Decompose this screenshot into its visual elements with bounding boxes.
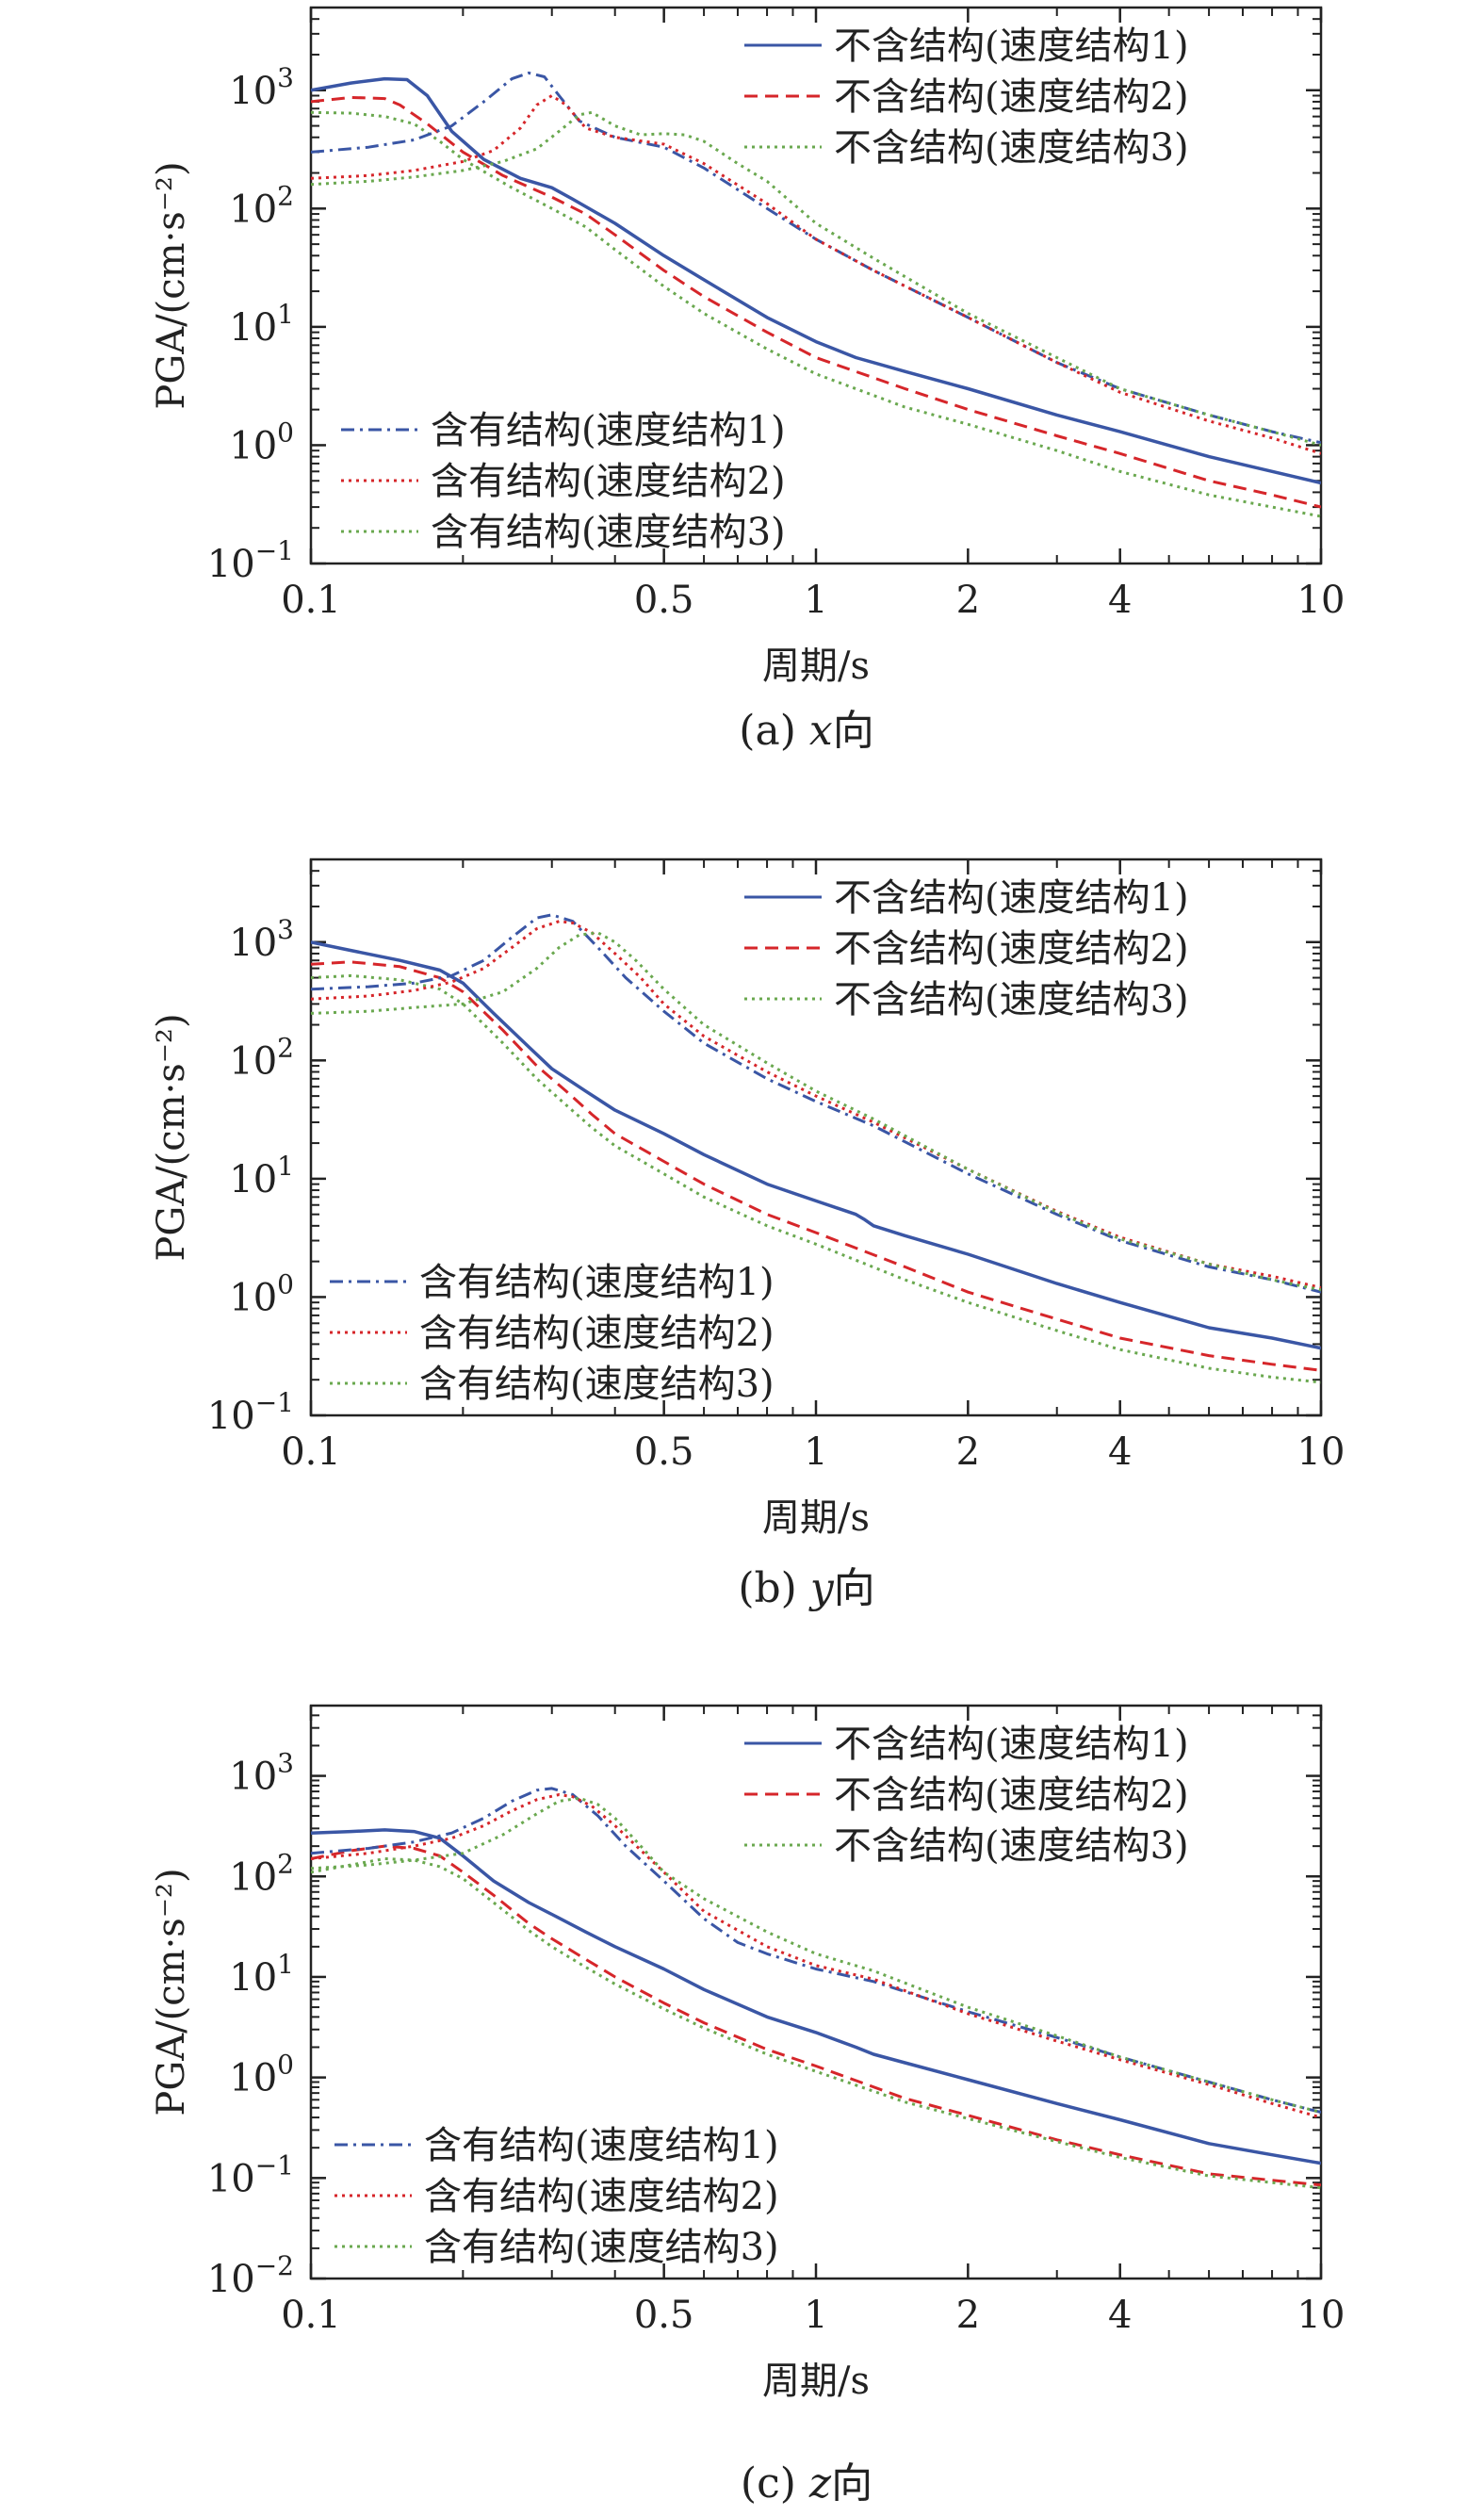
legend-label: 含有结构(速度结构3) — [424, 2226, 779, 2269]
y-tick-label: 100 — [229, 1268, 294, 1319]
series-line-5 — [311, 110, 1321, 447]
series-group — [311, 71, 1321, 518]
legend-label: 不含结构(速度结构2) — [834, 927, 1189, 971]
y-axis-label: PGA/(cm·s⁻²) — [150, 1868, 193, 2116]
series-line-1 — [311, 960, 1321, 1372]
y-tick-label: 102 — [229, 180, 294, 231]
series-line-2 — [311, 973, 1321, 1384]
legend-label: 含有结构(速度结构1) — [424, 2124, 779, 2167]
series-line-5 — [311, 931, 1321, 1292]
y-axis-label: PGA/(cm·s⁻²) — [150, 1013, 193, 1261]
x-tick-label: 10 — [1297, 1430, 1345, 1474]
x-tick-label: 1 — [804, 1430, 827, 1474]
panel-caption: (c) z向 — [741, 2459, 872, 2508]
x-tick-label: 1 — [804, 579, 827, 622]
legend-upper: 不含结构(速度结构1) 不含结构(速度结构2) 不含结构(速度结构3) — [744, 25, 1189, 170]
legend-label: 不含结构(速度结构3) — [834, 1824, 1189, 1868]
y-tick-label: 101 — [229, 1151, 294, 1201]
legend-label: 含有结构(速度结构3) — [431, 511, 786, 554]
y-tick-label: 10−1 — [207, 2149, 294, 2200]
x-tick-label: 0.1 — [281, 2294, 341, 2337]
legend-upper: 不含结构(速度结构1) 不含结构(速度结构2) 不含结构(速度结构3) — [744, 876, 1189, 1021]
legend-label: 含有结构(速度结构2) — [419, 1312, 775, 1355]
legend-label: 不含结构(速度结构3) — [834, 126, 1189, 170]
legend-upper: 不含结构(速度结构1) 不含结构(速度结构2) 不含结构(速度结构3) — [744, 1723, 1189, 1868]
legend-label: 含有结构(速度结构1) — [419, 1261, 775, 1304]
series-line-3 — [311, 1787, 1321, 2115]
y-tick-label: 102 — [229, 1032, 294, 1083]
x-tick-label: 0.1 — [281, 579, 341, 622]
series-line-3 — [311, 71, 1321, 445]
y-tick-label: 103 — [229, 62, 294, 113]
panel-caption: (a) x向 — [739, 707, 873, 755]
chart-panel-1: 0.1 0.5 1 2 4 10 10−1 100 101 102 103 周期/s PGA/(cm·s… — [150, 858, 1345, 1612]
x-axis-label: 周期/s — [762, 1496, 870, 1540]
y-tick-label: 10−1 — [207, 1387, 294, 1438]
chart-panel-2: 0.1 0.5 1 2 4 10 10−2 10−1 100 101 102 103 周期/s PGA/(… — [150, 1704, 1345, 2508]
series-line-0 — [311, 76, 1321, 485]
y-tick-label: 101 — [229, 1949, 294, 2000]
series-group — [311, 1787, 1321, 2190]
series-line-3 — [311, 913, 1321, 1294]
y-tick-label: 102 — [229, 1848, 294, 1899]
x-tick-label: 0.5 — [634, 579, 694, 622]
legend-label: 不含结构(速度结构2) — [834, 75, 1189, 119]
legend-label: 含有结构(速度结构2) — [431, 460, 786, 503]
series-line-0 — [311, 1828, 1321, 2165]
legend-lower: 含有结构(速度结构1) 含有结构(速度结构2) 含有结构(速度结构3) — [341, 409, 786, 554]
y-axis-label: PGA/(cm·s⁻²) — [150, 161, 193, 409]
x-tick-label: 2 — [956, 1430, 980, 1474]
legend-label: 含有结构(速度结构1) — [431, 409, 786, 452]
series-line-4 — [311, 94, 1321, 455]
x-tick-label: 2 — [956, 2294, 980, 2337]
y-tick-label: 100 — [229, 2050, 294, 2100]
x-axis-label: 周期/s — [762, 2360, 870, 2403]
x-tick-label: 10 — [1297, 2294, 1345, 2337]
y-tick-label: 10−2 — [207, 2250, 294, 2301]
legend-label: 不含结构(速度结构1) — [834, 1723, 1189, 1766]
series-line-1 — [311, 95, 1321, 509]
y-tick-label: 101 — [229, 299, 294, 350]
y-tick-label: 103 — [229, 1748, 294, 1799]
legend-label: 不含结构(速度结构3) — [834, 978, 1189, 1021]
panel-caption: (b) y向 — [738, 1564, 874, 1612]
x-tick-label: 4 — [1108, 2294, 1132, 2337]
x-tick-label: 10 — [1297, 579, 1345, 622]
series-line-2 — [311, 110, 1321, 518]
legend-lower: 含有结构(速度结构1) 含有结构(速度结构2) 含有结构(速度结构3) — [334, 2124, 779, 2269]
x-tick-label: 1 — [804, 2294, 827, 2337]
x-axis-label: 周期/s — [762, 645, 870, 688]
chart-panel-0: 0.1 0.5 1 2 4 10 10−1 100 101 102 103 周期/s PGA/(cm·s… — [150, 6, 1345, 755]
y-tick-label: 100 — [229, 417, 294, 467]
legend-label: 不含结构(速度结构1) — [834, 25, 1189, 68]
series-line-2 — [311, 1857, 1321, 2190]
series-group — [311, 913, 1321, 1384]
y-tick-label: 103 — [229, 914, 294, 965]
legend-label: 含有结构(速度结构2) — [424, 2175, 779, 2218]
x-tick-label: 4 — [1108, 579, 1132, 622]
legend-lower: 含有结构(速度结构1) 含有结构(速度结构2) 含有结构(速度结构3) — [330, 1261, 775, 1406]
legend-label: 含有结构(速度结构3) — [419, 1363, 775, 1406]
x-tick-label: 4 — [1108, 1430, 1132, 1474]
x-tick-label: 2 — [956, 579, 980, 622]
x-tick-label: 0.5 — [634, 1430, 694, 1474]
legend-label: 不含结构(速度结构1) — [834, 876, 1189, 920]
legend-label: 不含结构(速度结构2) — [834, 1773, 1189, 1817]
series-line-5 — [311, 1796, 1321, 2115]
series-line-4 — [311, 1793, 1321, 2119]
y-tick-label: 10−1 — [207, 535, 294, 586]
x-tick-label: 0.1 — [281, 1430, 341, 1474]
x-tick-label: 0.5 — [634, 2294, 694, 2337]
series-line-0 — [311, 940, 1321, 1350]
